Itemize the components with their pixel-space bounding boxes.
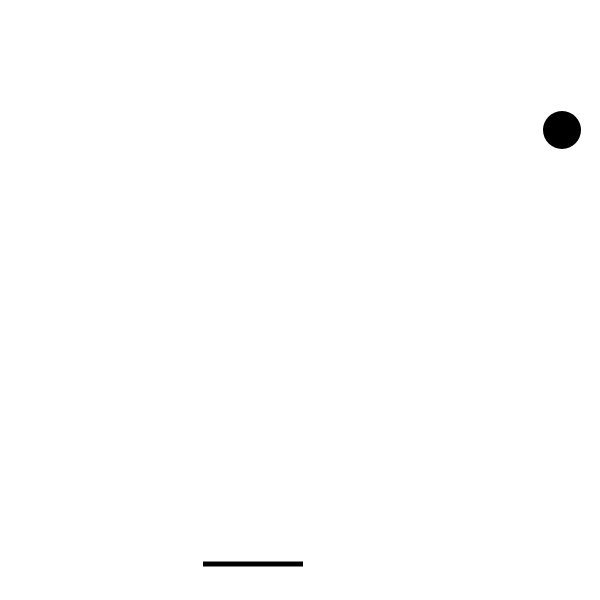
soma: [543, 111, 581, 149]
